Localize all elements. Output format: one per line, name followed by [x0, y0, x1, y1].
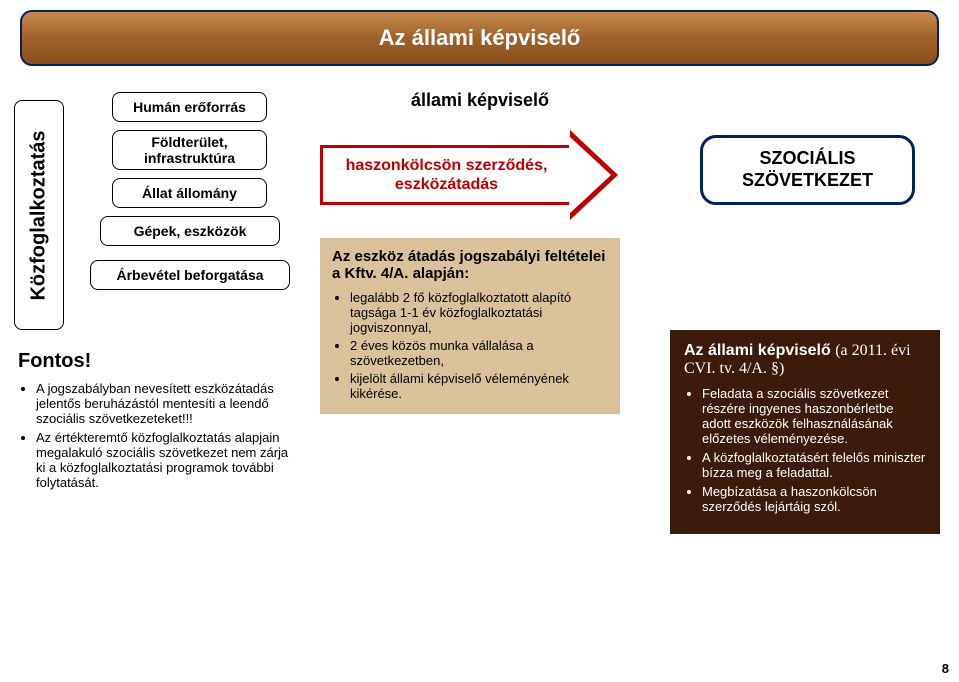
cooperative-box: SZOCIÁLIS SZÖVETKEZET — [700, 135, 915, 205]
conditions-card: Az eszköz átadás jogszabályi feltételei … — [320, 238, 620, 414]
resource-box-1: Földterület, infrastruktúra — [112, 130, 267, 170]
important-note: Fontos! A jogszabályban nevesített eszkö… — [18, 350, 296, 494]
arrow-body: haszonkölcsön szerződés, eszközátadás — [320, 145, 570, 205]
slide-root: Az állami képviselő Közfoglalkoztatás Hu… — [0, 0, 959, 682]
important-item: Az értékteremtő közfoglalkoztatás alapja… — [36, 430, 296, 490]
representative-list: Feladata a szociális szövetkezet részére… — [684, 386, 926, 514]
resource-box-0: Humán erőforrás — [112, 92, 267, 122]
resource-box-2: Állat állomány — [112, 178, 267, 208]
representative-item: Feladata a szociális szövetkezet részére… — [702, 386, 926, 446]
representative-lead-main: Az állami képviselő — [684, 342, 831, 359]
representative-card: Az állami képviselő (a 2011. évi CVI. tv… — [670, 330, 940, 534]
conditions-list: legalább 2 fő közfoglalkoztatott alapító… — [332, 290, 608, 401]
important-list: A jogszabályban nevesített eszközátadás … — [18, 381, 296, 490]
page-number: 8 — [942, 661, 949, 676]
conditions-item: 2 éves közös munka vállalása a szövetkez… — [350, 338, 608, 368]
arrow: haszonkölcsön szerződés, eszközátadás — [320, 130, 620, 220]
arrow-head-inner-icon — [569, 136, 611, 214]
resource-box-4: Árbevétel beforgatása — [90, 260, 290, 290]
conditions-item: legalább 2 fő közfoglalkoztatott alapító… — [350, 290, 608, 335]
conditions-lead: Az eszköz átadás jogszabályi feltételei … — [332, 248, 608, 282]
representative-item: A közfoglalkoztatásért felelős miniszter… — [702, 450, 926, 480]
center-column-title: állami képviselő — [360, 90, 600, 111]
representative-lead: Az állami képviselő (a 2011. évi CVI. tv… — [684, 342, 926, 378]
title-bar: Az állami képviselő — [20, 10, 939, 66]
resource-box-3: Gépek, eszközök — [100, 216, 280, 246]
rotated-label: Közfoglalkoztatás — [28, 130, 51, 300]
conditions-item: kijelölt állami képviselő véleményének k… — [350, 371, 608, 401]
rotated-label-box: Közfoglalkoztatás — [14, 100, 64, 330]
representative-item: Megbízatása a haszonkölcsön szerződés le… — [702, 484, 926, 514]
important-item: A jogszabályban nevesített eszközátadás … — [36, 381, 296, 426]
arrow-text: haszonkölcsön szerződés, eszközátadás — [323, 156, 570, 194]
important-heading: Fontos! — [18, 350, 296, 373]
title-text: Az állami képviselő — [379, 25, 581, 51]
